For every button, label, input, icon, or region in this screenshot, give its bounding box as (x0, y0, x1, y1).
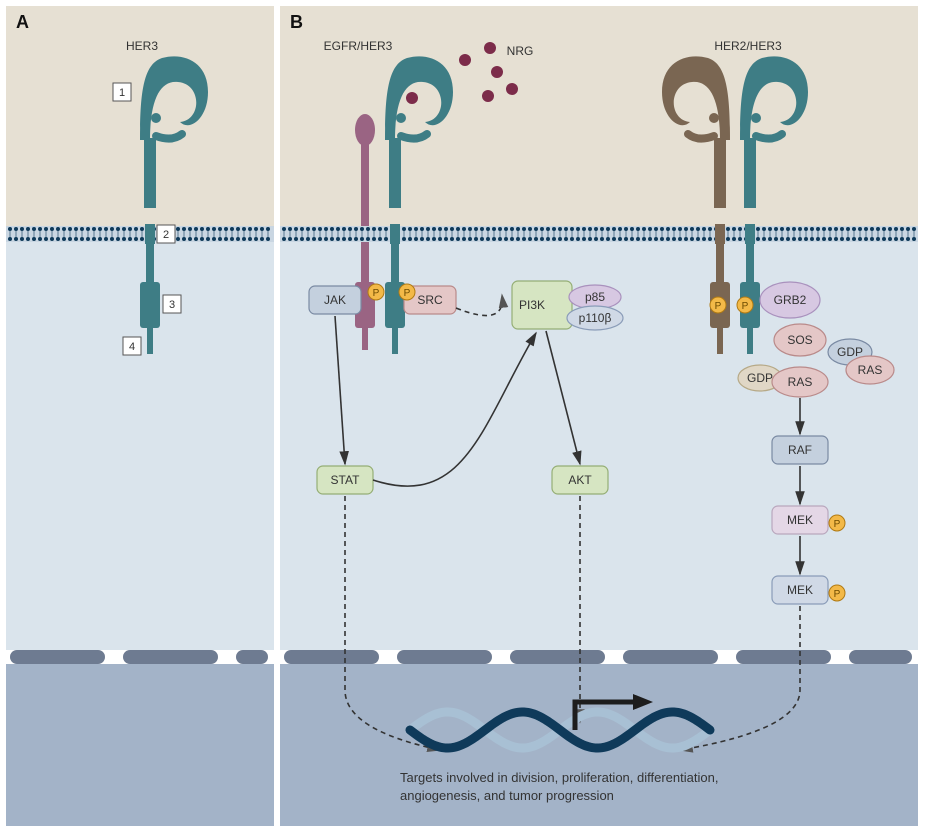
nuclear-envelope-segment (397, 650, 492, 664)
nuclear-envelope-segment (736, 650, 831, 664)
svg-text:1: 1 (119, 87, 125, 99)
gdp1-ellipse-label: GDP (747, 371, 773, 385)
mek2-box-label: MEK (787, 583, 813, 597)
stat-box-label: STAT (331, 473, 361, 487)
svg-text:4: 4 (129, 341, 135, 353)
nrg-ligand (491, 66, 503, 78)
phospho-label: P (834, 519, 841, 530)
p110-ellipse-label: p110β (579, 311, 612, 325)
nrg-ligand (482, 90, 494, 102)
sos-ellipse-label: SOS (787, 333, 812, 347)
nuclear-envelope-segment (284, 650, 379, 664)
nuclear-envelope-segment (10, 650, 105, 664)
nucleus-region (6, 664, 274, 826)
jak-box-label: JAK (324, 293, 346, 307)
p85-ellipse-label: p85 (585, 290, 605, 304)
ras1-ellipse-label: RAS (788, 375, 813, 389)
nuclear-envelope-segment (510, 650, 605, 664)
svg-text:3: 3 (169, 299, 175, 311)
nuclear-envelope-segment (123, 650, 218, 664)
src-box-label: SRC (417, 293, 443, 307)
grb2-ellipse-label: GRB2 (774, 293, 807, 307)
nrg-label: NRG (507, 44, 534, 58)
egfr-her3-label: EGFR/HER3 (324, 39, 393, 53)
nuclear-envelope-segment (623, 650, 718, 664)
akt-box-label: AKT (568, 473, 592, 487)
nrg-ligand (506, 83, 518, 95)
ras2-ellipse-label: RAS (858, 363, 883, 377)
panel-b-letter: B (290, 12, 303, 32)
nrg-ligand-bound (406, 92, 418, 104)
phospho-label: P (834, 589, 841, 600)
caption-line2: angiogenesis, and tumor progression (400, 788, 614, 803)
phospho-label: P (742, 301, 749, 312)
mek1-box-label: MEK (787, 513, 813, 527)
raf-box-label: RAF (788, 443, 812, 457)
svg-text:2: 2 (163, 229, 169, 241)
nrg-ligand (484, 42, 496, 54)
her3-label: HER3 (126, 39, 158, 53)
caption-line1: Targets involved in division, proliferat… (400, 770, 718, 785)
phospho-label: P (404, 288, 411, 299)
signaling-diagram: A B HER3 1 2 3 4 EGFR/HER3 HER2/HER3 NRG JAK SRC STA… (0, 0, 925, 833)
panel-a-letter: A (16, 12, 29, 32)
pi3k-label: PI3K (519, 298, 545, 312)
nuclear-envelope-segment (236, 650, 268, 664)
phospho-label: P (373, 288, 380, 299)
nuclear-envelope-segment (849, 650, 912, 664)
nrg-ligand (459, 54, 471, 66)
phospho-label: P (715, 301, 722, 312)
her2-her3-label: HER2/HER3 (714, 39, 782, 53)
